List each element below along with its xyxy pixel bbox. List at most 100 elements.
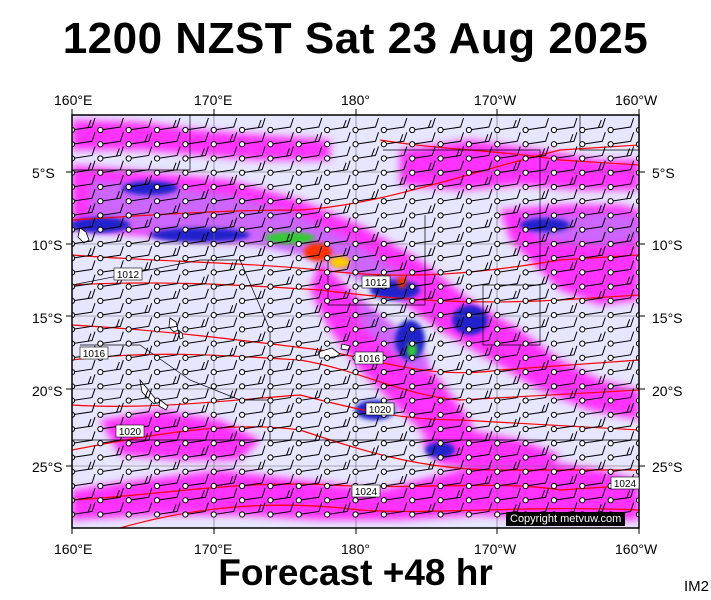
- wind-barb: [550, 231, 578, 248]
- wind-barb: [125, 402, 153, 418]
- wind-barb: [153, 160, 181, 176]
- svg-text:1016: 1016: [358, 354, 381, 365]
- wind-barb: [239, 359, 266, 376]
- wind-barb: [182, 488, 209, 504]
- wind-barb: [437, 288, 465, 304]
- wind-barb: [352, 146, 379, 162]
- wind-barb: [125, 132, 153, 148]
- wind-barb: [182, 260, 209, 276]
- wind-barb: [579, 431, 606, 447]
- wind-barb: [97, 146, 124, 162]
- wind-barb: [125, 502, 153, 518]
- wind-barb: [494, 260, 521, 276]
- wind-barb: [125, 459, 153, 475]
- wind-barb: [239, 302, 266, 319]
- wind-barb: [635, 155, 639, 162]
- wind-barb: [437, 402, 465, 418]
- wind-barb: [267, 445, 294, 461]
- wind-barb: [522, 231, 550, 248]
- wind-barb: [97, 217, 124, 233]
- wind-barb: [380, 473, 408, 490]
- wind-barb: [153, 117, 181, 134]
- wind-barb: [210, 246, 238, 262]
- wind-barb: [380, 260, 408, 276]
- wind-barb: [522, 160, 550, 176]
- wind-barb: [635, 482, 639, 490]
- wind-barb: [409, 288, 436, 304]
- lon-label-top: 160°E: [54, 92, 93, 108]
- wind-barb: [494, 246, 521, 262]
- wind-barb: [579, 459, 606, 475]
- wind-barb: [635, 440, 639, 447]
- wind-barb: [380, 288, 408, 304]
- wind-barb: [465, 302, 493, 319]
- svg-text:1020: 1020: [369, 405, 392, 416]
- wind-barb: [437, 302, 465, 319]
- wind-barb: [409, 388, 436, 404]
- wind-barb: [210, 374, 238, 390]
- wind-barb: [607, 217, 635, 233]
- wind-barb: [153, 416, 181, 433]
- wind-barb: [324, 317, 351, 333]
- wind-barb: [494, 217, 521, 233]
- wind-barb: [607, 189, 635, 205]
- wind-barb: [153, 359, 181, 376]
- wind-barb: [210, 431, 238, 447]
- wind-barb: [153, 146, 181, 162]
- wind-barb: [380, 331, 408, 347]
- wind-barb: [210, 388, 238, 404]
- wind-barb: [437, 117, 465, 134]
- wind-barb: [607, 160, 635, 176]
- wind-barb: [295, 288, 323, 304]
- wind-barb: [210, 488, 238, 504]
- wind-barb: [182, 359, 209, 376]
- wind-barb: [97, 502, 124, 518]
- wind-barb: [324, 160, 351, 176]
- wind-barb: [380, 431, 408, 447]
- wind-barb: [324, 388, 351, 404]
- wind-barb: [324, 302, 351, 319]
- wind-barb: [437, 502, 465, 518]
- wind-barb: [607, 416, 635, 433]
- wind-barb: [465, 388, 493, 404]
- lon-label-top: 180°: [341, 92, 370, 108]
- wind-barb: [125, 345, 153, 361]
- wind-barb: [550, 331, 578, 347]
- wind-barb: [210, 331, 238, 347]
- wind-barb: [210, 288, 238, 304]
- wind-barb: [522, 117, 550, 134]
- wind-barb: [125, 274, 153, 290]
- wind-barb: [352, 502, 379, 518]
- wind-barb: [550, 246, 578, 262]
- wind-barb: [494, 502, 521, 518]
- wind-barb: [239, 288, 266, 304]
- wind-barb: [125, 317, 153, 333]
- wind-barb: [182, 388, 209, 404]
- wind-barb: [210, 445, 238, 461]
- wind-barb: [239, 260, 266, 276]
- wind-barb: [494, 331, 521, 347]
- wind-barb: [267, 246, 294, 262]
- wind-barb: [437, 374, 465, 390]
- wind-barb: [125, 431, 153, 447]
- wind-barb: [239, 160, 266, 176]
- wind-barb: [550, 402, 578, 418]
- wind-barb: [635, 283, 639, 290]
- wind-barb: [295, 117, 323, 134]
- wind-barb: [324, 359, 351, 376]
- wind-barb: [522, 260, 550, 276]
- wind-barb: [607, 402, 635, 418]
- wind-barb: [522, 274, 550, 290]
- wind-barb: [409, 302, 436, 319]
- wind-barb: [182, 274, 209, 290]
- wind-barb: [97, 302, 124, 319]
- island: [168, 317, 179, 333]
- wind-barb: [409, 189, 436, 205]
- wind-barb: [607, 203, 635, 219]
- wind-barb: [182, 331, 209, 347]
- wind-barb: [437, 260, 465, 276]
- wind-barb: [409, 231, 436, 248]
- wind-barb: [494, 146, 521, 162]
- wind-barb: [295, 189, 323, 205]
